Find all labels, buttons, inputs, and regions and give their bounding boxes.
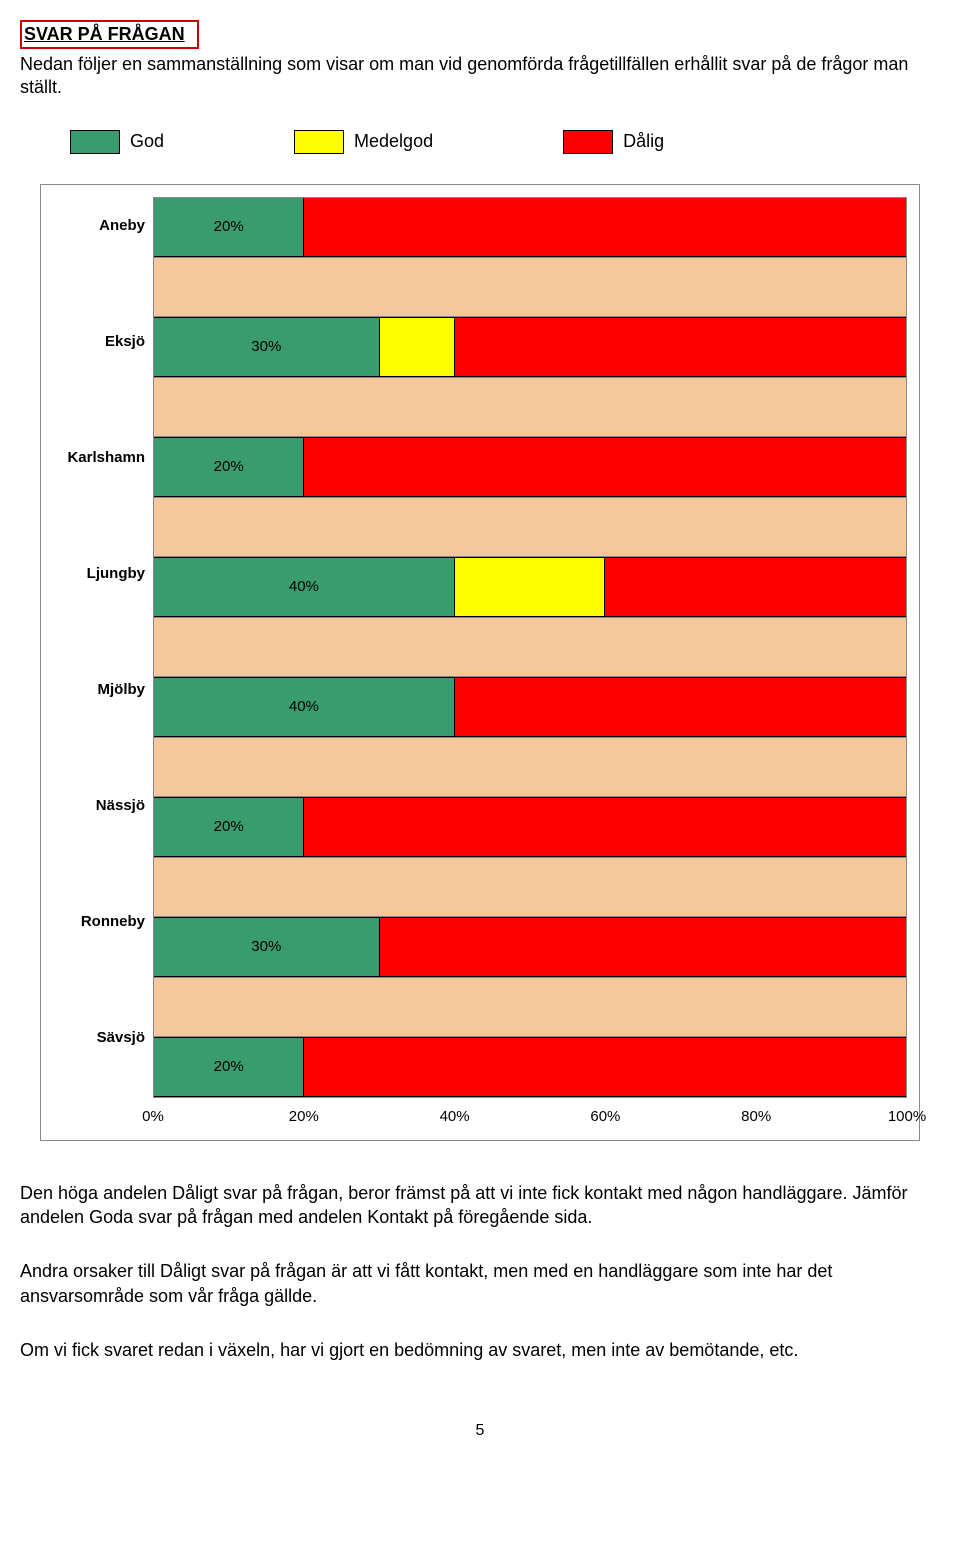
bar-segment	[380, 318, 455, 376]
plot-area: 20% 30% 20% 40% 40% 20% 30% 20%	[153, 197, 907, 1098]
y-axis-spacer	[53, 603, 153, 661]
y-axis-category-label: Karlshamn	[53, 429, 153, 487]
intro-text: Nedan följer en sammanställning som visa…	[20, 53, 940, 100]
bar-segment: 40%	[154, 678, 455, 736]
bar-segment: 30%	[154, 318, 380, 376]
bar-spacer	[154, 377, 906, 437]
y-axis-category-label: Ronneby	[53, 893, 153, 951]
bar-row: 30%	[154, 317, 906, 377]
y-axis-category-label: Nässjö	[53, 777, 153, 835]
x-axis-tick-label: 0%	[142, 1108, 164, 1125]
y-axis-labels: Aneby Eksjö Karlshamn Ljungby Mjölby Nässjö Ro…	[53, 197, 153, 1098]
bar-segment	[380, 918, 906, 976]
bar-row: 20%	[154, 198, 906, 257]
x-axis-tick-label: 20%	[289, 1108, 319, 1125]
body-paragraph-1: Den höga andelen Dåligt svar på frågan, …	[20, 1181, 940, 1230]
bar-segment: 30%	[154, 918, 380, 976]
bar-row: 40%	[154, 557, 906, 617]
stacked-bar-chart: Aneby Eksjö Karlshamn Ljungby Mjölby Nässjö Ro…	[40, 184, 920, 1141]
legend-label: God	[130, 131, 164, 152]
y-axis-category-label: Mjölby	[53, 661, 153, 719]
y-axis-category-label: Ljungby	[53, 545, 153, 603]
y-axis-spacer	[53, 371, 153, 429]
bar-row: 20%	[154, 1037, 906, 1097]
bar-row: 20%	[154, 797, 906, 857]
bar-spacer	[154, 257, 906, 317]
legend-swatch	[563, 130, 613, 154]
y-axis-spacer	[53, 255, 153, 313]
x-axis-tick-label: 60%	[590, 1108, 620, 1125]
bar-segment: 20%	[154, 198, 304, 256]
bar-spacer	[154, 977, 906, 1037]
bar-segment	[304, 1038, 906, 1096]
bar-segment	[304, 198, 906, 256]
x-axis-tick-label: 80%	[741, 1108, 771, 1125]
legend-swatch	[70, 130, 120, 154]
y-axis-category-label: Sävsjö	[53, 1009, 153, 1067]
y-axis-category-label: Aneby	[53, 197, 153, 255]
bar-spacer	[154, 737, 906, 797]
y-axis-spacer	[53, 951, 153, 1009]
y-axis-category-label: Eksjö	[53, 313, 153, 371]
chart-legend: God Medelgod Dålig	[70, 130, 940, 154]
bar-spacer	[154, 497, 906, 557]
bar-segment	[455, 678, 906, 736]
page-number: 5	[20, 1422, 940, 1440]
bar-row: 30%	[154, 917, 906, 977]
legend-label: Dålig	[623, 131, 664, 152]
x-axis-tick-label: 100%	[888, 1108, 926, 1125]
bar-segment	[605, 558, 906, 616]
bar-row: 20%	[154, 437, 906, 497]
bar-segment	[304, 798, 906, 856]
bar-segment: 40%	[154, 558, 455, 616]
bar-segment: 20%	[154, 1038, 304, 1096]
bar-segment: 20%	[154, 438, 304, 496]
legend-label: Medelgod	[354, 131, 433, 152]
bar-segment	[304, 438, 906, 496]
x-axis: 0%20%40%60%80%100%	[153, 1108, 907, 1128]
page-title: SVAR PÅ FRÅGAN	[24, 24, 185, 44]
body-paragraph-2: Andra orsaker till Dåligt svar på frågan…	[20, 1259, 940, 1308]
bar-segment	[455, 318, 906, 376]
bar-segment	[455, 558, 605, 616]
bar-segment: 20%	[154, 798, 304, 856]
bar-spacer	[154, 857, 906, 917]
legend-swatch	[294, 130, 344, 154]
bar-row: 40%	[154, 677, 906, 737]
chart-bars: 20% 30% 20% 40% 40% 20% 30% 20%	[154, 198, 906, 1097]
title-box: SVAR PÅ FRÅGAN	[20, 20, 199, 49]
x-axis-tick-label: 40%	[440, 1108, 470, 1125]
y-axis-spacer	[53, 487, 153, 545]
bar-spacer	[154, 617, 906, 677]
y-axis-spacer	[53, 835, 153, 893]
body-paragraph-3: Om vi fick svaret redan i växeln, har vi…	[20, 1338, 940, 1362]
y-axis-spacer	[53, 719, 153, 777]
